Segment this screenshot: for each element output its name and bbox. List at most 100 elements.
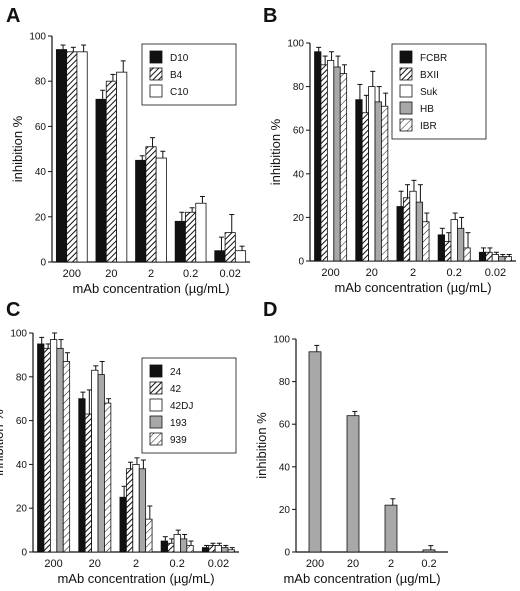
y-tick-label: 100 xyxy=(10,329,27,340)
x-axis-label: mAb concentration (µg/mL) xyxy=(57,571,214,586)
panel-letter: A xyxy=(6,5,20,27)
legend-label: 939 xyxy=(170,435,187,446)
x-tick-label: 0.2 xyxy=(183,268,198,280)
bar xyxy=(361,112,369,262)
y-axis-label: inhibition % xyxy=(268,118,283,185)
bar xyxy=(368,86,376,262)
bar xyxy=(355,99,363,262)
bar xyxy=(396,206,404,262)
x-tick-label: 200 xyxy=(63,268,81,280)
bar xyxy=(422,221,430,262)
bar xyxy=(167,542,175,553)
legend-swatch xyxy=(149,364,163,378)
bar xyxy=(504,256,512,262)
x-tick-label: 0.2 xyxy=(447,267,462,279)
x-tick-label: 0.2 xyxy=(170,558,185,570)
bar xyxy=(409,190,417,262)
legend-label: B4 xyxy=(170,70,183,81)
bar xyxy=(84,413,92,553)
x-axis-label: mAb concentration (µg/mL) xyxy=(334,280,491,295)
bar xyxy=(138,468,147,553)
y-tick-label: 40 xyxy=(279,462,291,473)
panel-letter: C xyxy=(6,299,20,321)
bar xyxy=(491,254,500,262)
y-tick-label: 60 xyxy=(16,416,28,427)
x-tick-label: 2 xyxy=(148,268,154,280)
y-tick-label: 0 xyxy=(21,548,27,559)
bar xyxy=(444,240,452,262)
legend-label: 42 xyxy=(170,384,182,395)
bar xyxy=(119,496,127,553)
legend-swatch xyxy=(149,432,163,446)
y-tick-label: 40 xyxy=(293,169,305,180)
x-tick-label: 20 xyxy=(366,267,378,279)
bar xyxy=(62,361,71,553)
y-tick-label: 20 xyxy=(293,213,305,224)
bar xyxy=(155,157,167,263)
legend-swatch xyxy=(149,398,163,412)
bar xyxy=(450,219,458,262)
bar xyxy=(43,347,51,553)
bar xyxy=(221,547,229,553)
bar xyxy=(180,538,188,553)
y-axis-label: inhibition % xyxy=(10,115,25,182)
x-tick-label: 20 xyxy=(347,558,359,570)
bar xyxy=(76,51,88,263)
x-axis-label: mAb concentration (µg/mL) xyxy=(283,571,440,586)
bar xyxy=(116,71,128,263)
y-tick-label: 100 xyxy=(29,32,46,43)
y-axis-label: inhibition % xyxy=(254,412,269,479)
y-tick-label: 80 xyxy=(293,82,305,93)
bar xyxy=(135,159,147,263)
bar xyxy=(374,101,382,262)
legend-swatch xyxy=(149,50,163,64)
bar xyxy=(333,66,341,262)
bar xyxy=(234,250,247,263)
legend-label: 193 xyxy=(170,418,187,429)
panel-B: B 0 20 40 60 80 100 inhibition % 200 20 2 0.2 0.02mA… xyxy=(263,5,516,295)
bar xyxy=(195,202,207,263)
y-tick-label: 0 xyxy=(298,257,304,268)
legend-swatch xyxy=(149,381,163,395)
bar xyxy=(55,49,68,263)
legend: 24 42 42DJ 193 939 xyxy=(141,357,237,454)
bar xyxy=(208,545,216,553)
y-tick-label: 40 xyxy=(16,460,28,471)
bar xyxy=(145,518,153,553)
panel-letter: B xyxy=(263,5,277,27)
x-tick-label: 0.02 xyxy=(219,268,240,280)
legend-label: 42DJ xyxy=(170,401,193,412)
bar xyxy=(227,549,235,553)
bar xyxy=(463,247,471,262)
legend-label: C10 xyxy=(170,87,189,98)
bar xyxy=(339,73,348,262)
y-tick-label: 60 xyxy=(279,420,291,431)
x-tick-label: 20 xyxy=(105,268,117,280)
bar xyxy=(95,98,107,263)
bar xyxy=(478,251,487,262)
panel-letter: D xyxy=(263,299,277,321)
bar xyxy=(402,197,411,262)
bar xyxy=(174,220,186,263)
y-tick-label: 0 xyxy=(284,548,290,559)
legend: FCBR BXII Suk HB IBR xyxy=(391,43,487,140)
bar xyxy=(320,64,328,262)
panel-A: A 0 20 40 60 80 100 inhibition % 200 20 2 0.2 0.02mA… xyxy=(6,5,250,296)
y-tick-label: 40 xyxy=(35,167,47,178)
x-tick-label: 0.02 xyxy=(208,558,229,570)
bar xyxy=(422,549,436,553)
bar xyxy=(381,105,389,262)
y-tick-label: 80 xyxy=(35,77,47,88)
bar xyxy=(498,256,506,262)
legend-label: Suk xyxy=(420,87,438,98)
x-tick-label: 0.2 xyxy=(421,558,436,570)
bar xyxy=(384,504,398,553)
legend-swatch xyxy=(399,67,413,81)
panel-C: C 0 20 40 60 80 100 inhibition % 200 20 2 0.2 0.02mA… xyxy=(0,299,239,586)
bar xyxy=(185,211,197,263)
bar xyxy=(201,547,210,553)
legend-swatch xyxy=(399,50,413,64)
bar xyxy=(132,463,140,553)
